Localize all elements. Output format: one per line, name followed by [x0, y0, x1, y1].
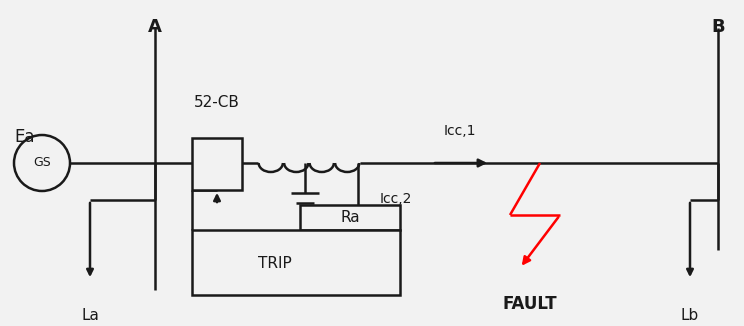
Text: 52-CB: 52-CB	[194, 95, 240, 110]
Text: Icc,2: Icc,2	[380, 192, 412, 206]
Text: TRIP: TRIP	[258, 256, 292, 271]
Text: Ea: Ea	[14, 128, 34, 146]
Text: FAULT: FAULT	[503, 295, 557, 313]
Text: B: B	[711, 18, 725, 36]
Text: La: La	[81, 308, 99, 323]
Text: GS: GS	[33, 156, 51, 170]
Text: Ra: Ra	[340, 210, 360, 225]
Text: Icc,1: Icc,1	[443, 124, 476, 138]
Text: Lb: Lb	[681, 308, 699, 323]
Text: A: A	[148, 18, 162, 36]
Bar	[192, 138, 242, 190]
Bar	[300, 205, 400, 230]
Bar	[192, 230, 400, 295]
